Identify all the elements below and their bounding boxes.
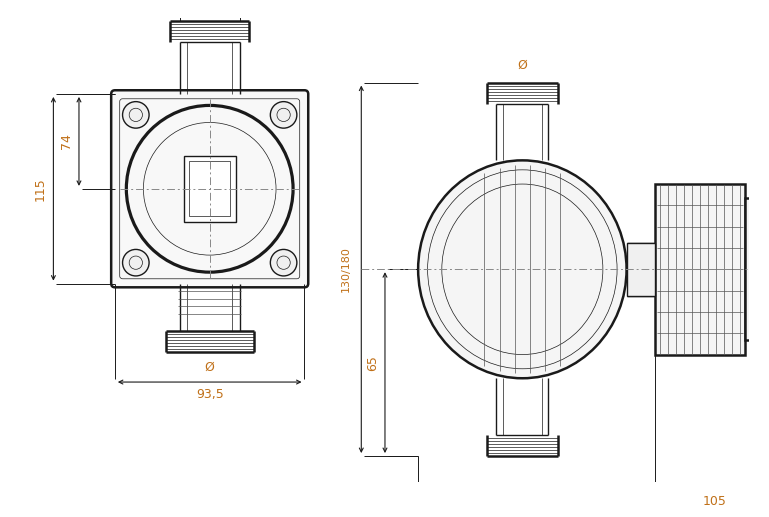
FancyBboxPatch shape [112, 90, 308, 287]
Circle shape [122, 102, 149, 128]
Text: Ø: Ø [518, 59, 528, 72]
Bar [745, 198, 769, 340]
Text: 65: 65 [366, 355, 379, 371]
Circle shape [271, 249, 297, 276]
Ellipse shape [418, 160, 627, 378]
Text: 115: 115 [34, 177, 47, 201]
Text: 105: 105 [702, 495, 726, 508]
Text: Ø: Ø [205, 360, 215, 373]
Bar [627, 243, 655, 296]
Circle shape [271, 102, 297, 128]
Bar [184, 156, 236, 222]
Text: 130/180: 130/180 [341, 247, 351, 292]
Bar [655, 184, 745, 355]
Text: 74: 74 [60, 133, 73, 149]
Circle shape [122, 249, 149, 276]
Text: 93,5: 93,5 [196, 388, 224, 401]
Bar [189, 161, 230, 216]
